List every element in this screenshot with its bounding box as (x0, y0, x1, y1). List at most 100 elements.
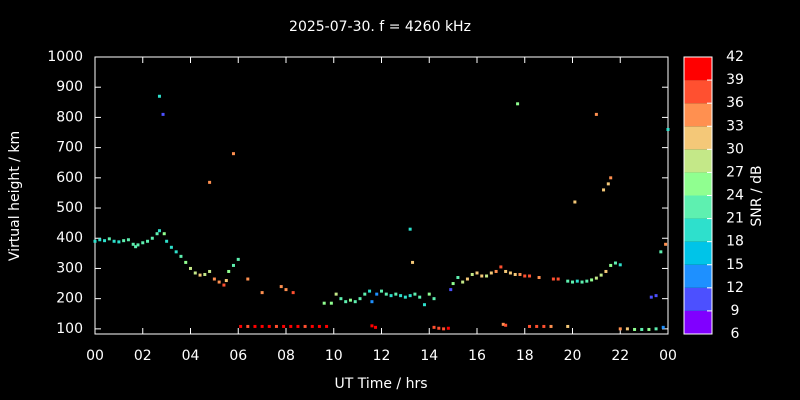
data-point (282, 324, 286, 328)
data-point (134, 245, 138, 249)
x-tick-label: 20 (564, 348, 582, 364)
data-point (174, 250, 178, 254)
x-tick-label: 14 (420, 348, 438, 364)
data-point (353, 300, 357, 304)
data-point (329, 301, 333, 305)
data-point (573, 200, 577, 204)
data-point (664, 242, 668, 246)
data-point (131, 242, 135, 246)
colorbar-tick-label: 6 (731, 326, 740, 342)
data-point (303, 324, 307, 328)
colorbar-tick-label: 30 (726, 141, 744, 157)
x-tick-label: 16 (468, 348, 486, 364)
data-point (654, 327, 658, 331)
data-point (93, 239, 97, 243)
data-point (654, 294, 658, 298)
data-point (609, 263, 613, 267)
x-tick-label: 18 (516, 348, 534, 364)
data-point (370, 324, 374, 328)
data-point (212, 277, 216, 281)
data-point (150, 236, 154, 240)
data-point (179, 254, 183, 258)
data-point (322, 301, 326, 305)
x-tick-label: 12 (373, 348, 391, 364)
data-point (594, 276, 598, 280)
colorbar-tick-label: 27 (726, 164, 744, 180)
data-point (480, 274, 484, 278)
colorbar-label: SNR / dB (749, 165, 765, 226)
data-point (136, 243, 140, 247)
colorbar-tick-label: 18 (726, 234, 744, 250)
x-tick-label: 06 (229, 348, 247, 364)
colorbar-segment (684, 241, 712, 265)
data-point (408, 227, 412, 231)
data-point (291, 291, 295, 295)
data-point (528, 274, 532, 278)
data-point (253, 324, 257, 328)
data-point (549, 324, 553, 328)
data-point (504, 269, 508, 273)
colorbar-tick-label: 24 (726, 188, 744, 204)
data-point (590, 278, 594, 282)
y-tick-label: 600 (56, 170, 83, 186)
data-point (647, 327, 651, 331)
data-point (618, 327, 622, 331)
data-point (141, 241, 145, 245)
colorbar-segment (684, 264, 712, 288)
colorbar-segment (684, 287, 712, 311)
data-point (427, 292, 431, 296)
data-point (231, 263, 235, 267)
data-point (107, 237, 111, 241)
colorbar-tick-label: 21 (726, 211, 744, 227)
y-tick-label: 400 (56, 230, 83, 246)
data-point (370, 300, 374, 304)
data-point (162, 232, 166, 236)
data-point (508, 271, 512, 275)
data-point (358, 297, 362, 301)
colorbar-tick-label: 39 (726, 72, 744, 88)
data-point (613, 261, 617, 265)
data-point (489, 271, 493, 275)
data-point (411, 260, 415, 264)
data-point (399, 294, 403, 298)
data-point (161, 112, 165, 116)
data-point (375, 292, 379, 296)
y-tick-label: 800 (56, 109, 83, 125)
data-point (274, 324, 278, 328)
data-point (422, 303, 426, 307)
data-point (451, 282, 455, 286)
data-point (499, 265, 503, 269)
x-tick-label: 04 (182, 348, 200, 364)
data-point (470, 272, 474, 276)
data-point (528, 324, 532, 328)
data-point (380, 289, 383, 293)
data-point (446, 326, 450, 330)
data-point (575, 279, 579, 283)
data-point (198, 273, 202, 277)
colorbar-tick-label: 42 (726, 49, 744, 65)
data-point (618, 263, 622, 267)
data-point (122, 239, 126, 243)
data-point (432, 297, 436, 301)
data-point (325, 324, 329, 328)
data-point (432, 325, 436, 329)
data-point (184, 260, 188, 264)
data-point (157, 94, 161, 98)
data-point (203, 272, 207, 276)
data-point (606, 182, 610, 186)
data-point (437, 326, 441, 330)
data-point (475, 271, 479, 275)
data-point (580, 280, 584, 284)
data-point (310, 324, 314, 328)
data-point (289, 324, 293, 328)
colorbar-segment (684, 149, 712, 173)
colorbar-segment (684, 80, 712, 104)
y-tick-label: 300 (56, 260, 83, 276)
x-tick-label: 00 (659, 348, 677, 364)
data-point (267, 324, 271, 328)
data-point (516, 102, 520, 106)
data-point (513, 272, 517, 276)
y-tick-label: 100 (56, 321, 83, 337)
data-point (224, 279, 228, 283)
data-point (146, 239, 150, 243)
